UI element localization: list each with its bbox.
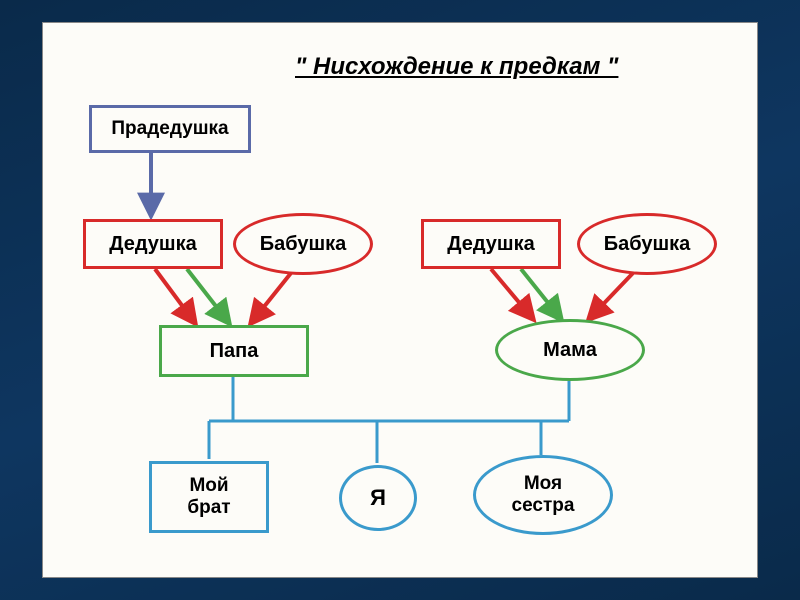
node-ya: Я	[339, 465, 417, 531]
label: Папа	[210, 340, 259, 363]
node-babushka-left: Бабушка	[233, 213, 373, 275]
node-dedushka-left: Дедушка	[83, 219, 223, 269]
node-dedushka-right: Дедушка	[421, 219, 561, 269]
label: Дедушка	[447, 233, 534, 256]
label: Мойбрат	[187, 475, 230, 519]
label: Моясестра	[512, 473, 575, 517]
node-sestra: Моясестра	[473, 455, 613, 535]
node-brat: Мойбрат	[149, 461, 269, 533]
label: Бабушка	[260, 233, 347, 256]
node-mama: Мама	[495, 319, 645, 381]
node-papa: Папа	[159, 325, 309, 377]
diagram-title: " Нисхождение к предкам "	[295, 53, 618, 81]
node-babushka-right: Бабушка	[577, 213, 717, 275]
label: Я	[370, 485, 386, 510]
label: Дедушка	[109, 233, 196, 256]
label: Бабушка	[604, 233, 691, 256]
label: Мама	[543, 339, 597, 362]
label: Прадедушка	[111, 118, 228, 140]
diagram-frame: " Нисхождение к предкам " Прадедушка Дед…	[42, 22, 758, 578]
node-pradedushka: Прадедушка	[89, 105, 251, 153]
